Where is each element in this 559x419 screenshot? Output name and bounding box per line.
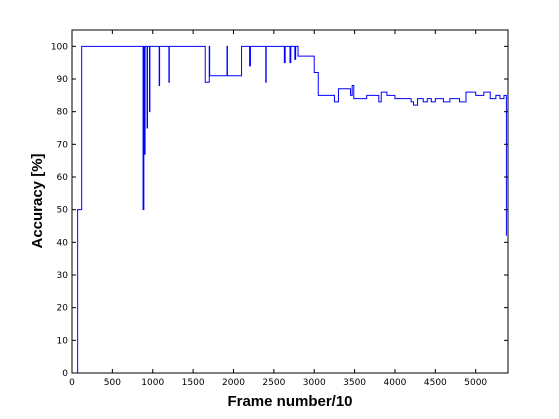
x-tick-label: 1500 bbox=[182, 378, 205, 388]
x-tick-label: 2500 bbox=[262, 378, 285, 388]
x-tick-label: 2000 bbox=[222, 378, 245, 388]
y-axis-label: Accuracy [%] bbox=[29, 153, 46, 248]
x-tick-label: 5000 bbox=[464, 378, 487, 388]
series-line-0 bbox=[77, 45, 507, 373]
plot-frame bbox=[71, 29, 509, 374]
x-tick-label: 1000 bbox=[141, 378, 164, 388]
x-tick-label: 500 bbox=[104, 378, 121, 388]
x-axis-label: Frame number/10 bbox=[227, 393, 352, 410]
y-tick-label: 10 bbox=[57, 336, 69, 346]
y-tick-label: 0 bbox=[62, 369, 68, 379]
y-tick-label: 60 bbox=[57, 173, 69, 183]
y-tick-label: 80 bbox=[57, 108, 69, 118]
x-tick-label: 3500 bbox=[343, 378, 366, 388]
data-layer bbox=[77, 45, 507, 373]
y-tick-label: 50 bbox=[57, 206, 69, 216]
x-tick-label: 0 bbox=[69, 378, 75, 388]
plot-background bbox=[72, 30, 508, 373]
y-tick-label: 30 bbox=[57, 271, 69, 281]
y-tick-label: 100 bbox=[51, 42, 68, 52]
y-tick-label: 90 bbox=[57, 75, 69, 85]
y-tick-label: 20 bbox=[57, 304, 69, 314]
x-tick-label: 3000 bbox=[303, 378, 326, 388]
x-axis-ticks: 0 500 1000 1500 2000 2500 3000 3500 4000 4500 5000 bbox=[69, 30, 487, 388]
x-tick-label: 4500 bbox=[424, 378, 447, 388]
x-tick-label: 4000 bbox=[384, 378, 407, 388]
y-tick-label: 40 bbox=[57, 238, 69, 248]
y-tick-label: 70 bbox=[57, 140, 69, 150]
y-axis-ticks: 0 10 20 30 40 50 60 70 80 90 100 bbox=[51, 42, 508, 379]
